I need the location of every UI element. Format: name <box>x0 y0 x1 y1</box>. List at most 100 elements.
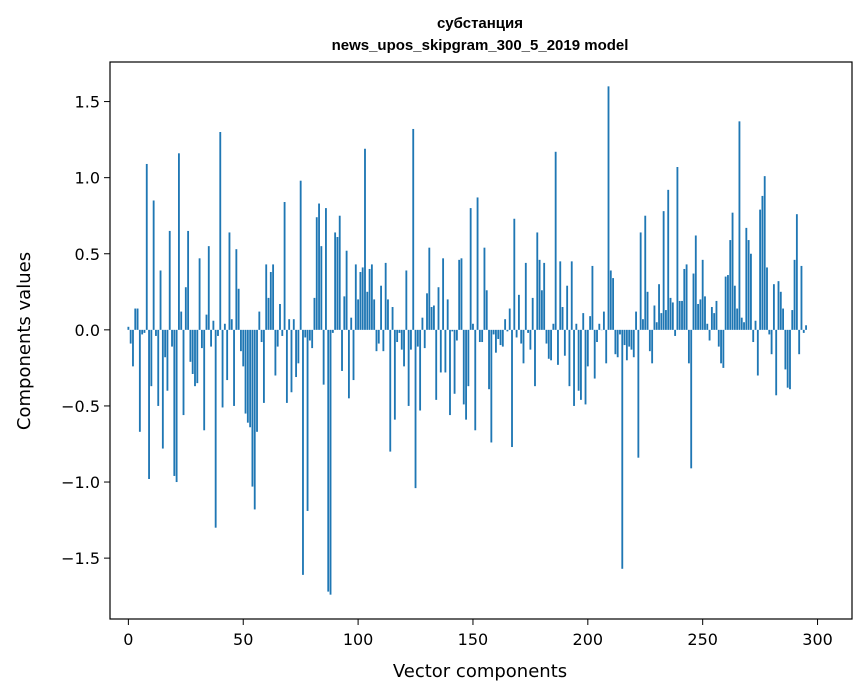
bar-213 <box>616 329 619 358</box>
bar-50 <box>242 329 245 367</box>
bar-204 <box>596 329 598 343</box>
bar-293 <box>800 265 803 330</box>
bar-22 <box>178 153 180 330</box>
bar-269 <box>745 227 748 330</box>
bar-45 <box>230 319 233 330</box>
bar-272 <box>752 329 755 343</box>
x-tick-label: 250 <box>687 630 718 649</box>
bar-61 <box>267 297 270 330</box>
bar-149 <box>469 208 472 330</box>
bar-9 <box>148 329 150 479</box>
bar-271 <box>750 253 752 330</box>
bar-83 <box>318 203 320 330</box>
bar-85 <box>322 329 325 385</box>
bar-242 <box>683 268 686 330</box>
bar-203 <box>593 329 596 379</box>
bar-142 <box>453 329 456 394</box>
bar-146 <box>462 329 465 405</box>
bar-140 <box>449 329 451 416</box>
bar-160 <box>495 329 497 353</box>
bar-90 <box>334 232 337 330</box>
bar-4 <box>136 308 139 330</box>
bar-267 <box>740 317 743 330</box>
bar-227 <box>648 329 651 352</box>
bar-186 <box>554 151 557 330</box>
bar-0 <box>127 326 130 330</box>
bar-107 <box>373 299 376 330</box>
bar-176 <box>531 297 534 330</box>
bar-183 <box>547 329 550 359</box>
x-tick-label: 0 <box>123 630 133 649</box>
bar-73 <box>295 329 297 378</box>
bar-74 <box>297 329 300 364</box>
x-tick-label: 100 <box>343 630 374 649</box>
bar-290 <box>793 259 796 330</box>
bar-263 <box>731 212 734 330</box>
bar-21 <box>175 329 178 483</box>
bar-54 <box>251 329 254 487</box>
bar-151 <box>474 329 477 431</box>
bar-128 <box>421 317 424 330</box>
bar-10 <box>150 329 153 387</box>
bar-237 <box>671 302 674 330</box>
bar-143 <box>455 329 458 341</box>
plot-frame <box>109 61 853 620</box>
bar-152 <box>476 197 479 330</box>
x-axis-label: Vector components <box>393 661 567 682</box>
bar-291 <box>795 214 798 330</box>
bar-135 <box>437 287 440 330</box>
bar-256 <box>715 300 718 330</box>
bar-11 <box>152 200 155 330</box>
bar-51 <box>244 329 247 414</box>
bar-265 <box>736 308 739 330</box>
bar-153 <box>478 329 481 343</box>
bar-6 <box>141 329 144 335</box>
bar-280 <box>770 329 773 355</box>
bar-182 <box>545 329 548 344</box>
bar-36 <box>210 329 212 347</box>
bar-147 <box>465 329 467 420</box>
bar-164 <box>504 319 507 330</box>
bar-47 <box>235 249 238 330</box>
bar-295 <box>805 325 807 330</box>
bar-170 <box>517 294 520 330</box>
bar-68 <box>283 202 286 330</box>
bar-62 <box>269 272 272 330</box>
bar-95 <box>345 250 348 330</box>
bar-216 <box>623 329 626 346</box>
bar-154 <box>481 329 484 343</box>
bar-57 <box>258 311 261 330</box>
bar-173 <box>524 262 527 330</box>
bar-169 <box>515 329 518 338</box>
bar-137 <box>442 258 445 330</box>
bar-8 <box>145 163 148 330</box>
bar-158 <box>490 329 493 443</box>
bar-224 <box>642 319 644 330</box>
bar-23 <box>180 311 183 330</box>
bar-2 <box>132 329 134 367</box>
bar-24 <box>182 329 185 416</box>
bar-117 <box>396 329 399 343</box>
bar-82 <box>315 217 318 330</box>
bar-180 <box>540 290 543 330</box>
bar-258 <box>720 329 722 364</box>
bar-228 <box>651 329 654 364</box>
bar-72 <box>292 319 295 330</box>
y-tick-label: −1.5 <box>61 549 100 568</box>
bar-44 <box>228 232 231 330</box>
bar-133 <box>432 305 435 330</box>
bar-282 <box>775 329 778 396</box>
bar-32 <box>200 329 203 349</box>
bar-33 <box>203 329 206 431</box>
bar-181 <box>543 262 546 330</box>
bar-209 <box>607 86 610 330</box>
bar-104 <box>366 291 369 330</box>
bar-255 <box>713 313 716 330</box>
bar-202 <box>591 265 594 330</box>
bar-257 <box>717 329 720 347</box>
bar-75 <box>299 180 302 330</box>
bar-234 <box>665 310 667 330</box>
bar-1 <box>129 329 132 344</box>
bar-161 <box>497 329 500 339</box>
bar-249 <box>699 299 702 330</box>
